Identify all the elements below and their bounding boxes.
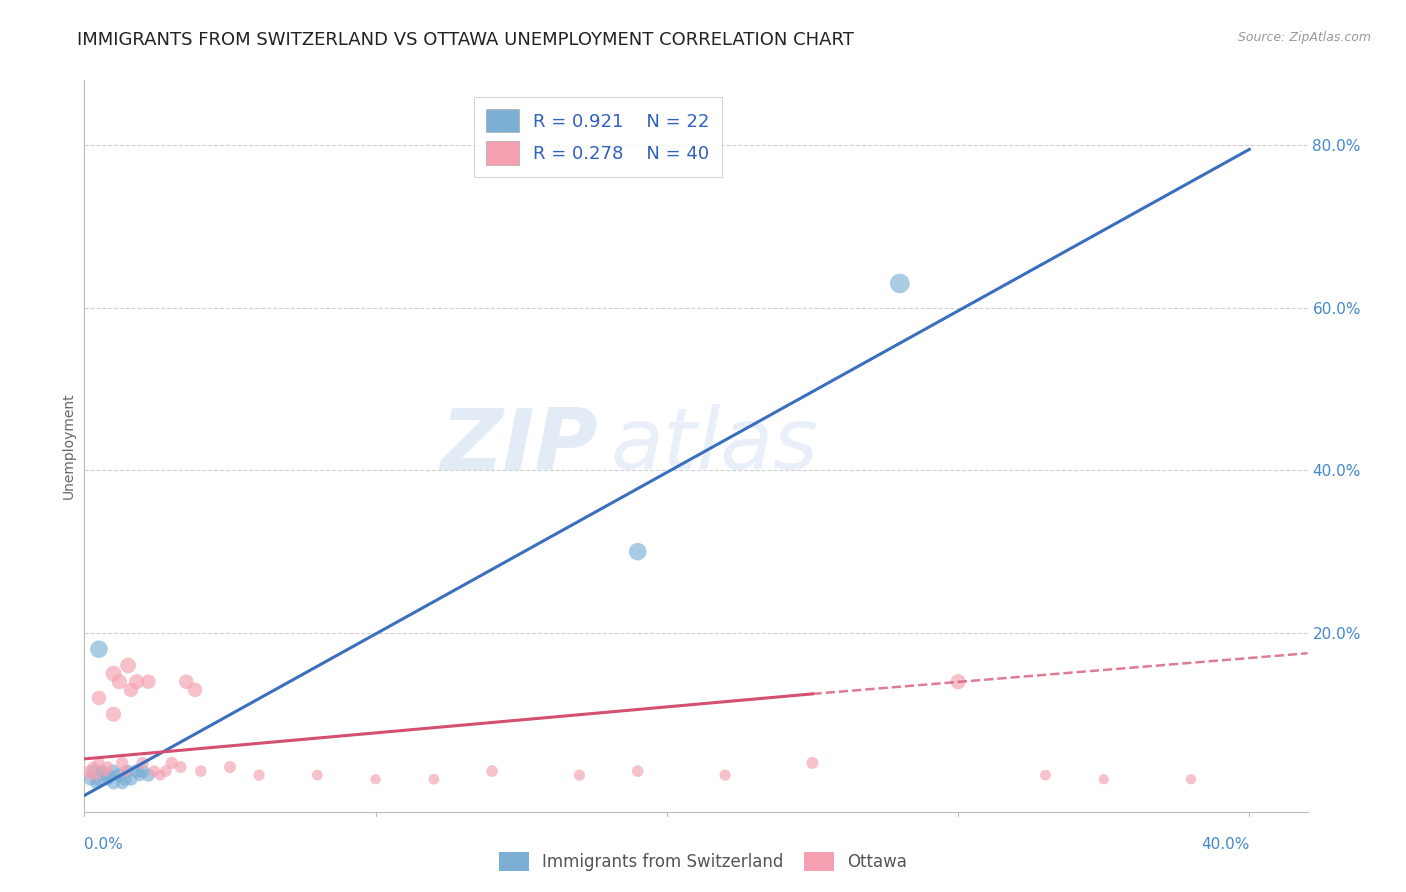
Point [801, 756, 824, 770]
Point [117, 764, 139, 778]
Point [125, 674, 148, 689]
Text: atlas: atlas [610, 404, 818, 488]
Point [423, 772, 446, 787]
Point [149, 768, 172, 782]
Point [97, 772, 120, 787]
Point [1180, 772, 1202, 787]
Point [108, 674, 131, 689]
Point [82, 760, 104, 774]
Point [79, 768, 101, 782]
Point [128, 768, 150, 782]
Text: IMMIGRANTS FROM SWITZERLAND VS OTTAWA UNEMPLOYMENT CORRELATION CHART: IMMIGRANTS FROM SWITZERLAND VS OTTAWA UN… [77, 31, 855, 49]
Point [160, 756, 183, 770]
Text: 0.0%: 0.0% [84, 838, 124, 853]
Point [90, 764, 112, 778]
Point [79, 772, 101, 787]
Legend: Immigrants from Switzerland, Ottawa: Immigrants from Switzerland, Ottawa [491, 843, 915, 880]
Point [87, 756, 110, 770]
Point [190, 764, 212, 778]
Point [82, 764, 104, 778]
Point [714, 768, 737, 782]
Point [103, 764, 125, 778]
Point [138, 768, 160, 782]
Point [114, 764, 136, 778]
Point [1092, 772, 1115, 787]
Point [1035, 768, 1057, 782]
Text: Source: ZipAtlas.com: Source: ZipAtlas.com [1237, 31, 1371, 45]
Point [108, 768, 131, 782]
Point [247, 768, 270, 782]
Point [143, 764, 166, 778]
Point [481, 764, 503, 778]
Point [219, 760, 242, 774]
Point [76, 764, 98, 778]
Point [125, 764, 148, 778]
Point [93, 768, 115, 782]
Point [103, 707, 125, 722]
Point [114, 772, 136, 787]
Point [155, 764, 177, 778]
Point [131, 764, 153, 778]
Point [138, 674, 160, 689]
Point [87, 642, 110, 657]
Y-axis label: Unemployment: Unemployment [62, 392, 76, 500]
Point [184, 682, 207, 697]
Point [111, 756, 134, 770]
Point [307, 768, 329, 782]
Text: 40.0%: 40.0% [1201, 838, 1250, 853]
Point [87, 772, 110, 787]
Point [120, 682, 142, 697]
Point [84, 768, 107, 782]
Point [364, 772, 387, 787]
Point [87, 690, 110, 705]
Point [174, 674, 197, 689]
Point [111, 776, 134, 790]
Point [131, 756, 153, 770]
Point [93, 764, 115, 778]
Point [169, 760, 191, 774]
Point [120, 772, 142, 787]
Point [117, 658, 139, 673]
Point [97, 760, 120, 774]
Point [103, 776, 125, 790]
Point [627, 544, 650, 558]
Point [627, 764, 650, 778]
Legend: R = 0.921    N = 22, R = 0.278    N = 40: R = 0.921 N = 22, R = 0.278 N = 40 [474, 96, 723, 178]
Point [946, 674, 969, 689]
Point [103, 666, 125, 681]
Point [84, 776, 107, 790]
Text: ZIP: ZIP [440, 404, 598, 488]
Point [568, 768, 591, 782]
Point [100, 768, 122, 782]
Point [889, 277, 911, 291]
